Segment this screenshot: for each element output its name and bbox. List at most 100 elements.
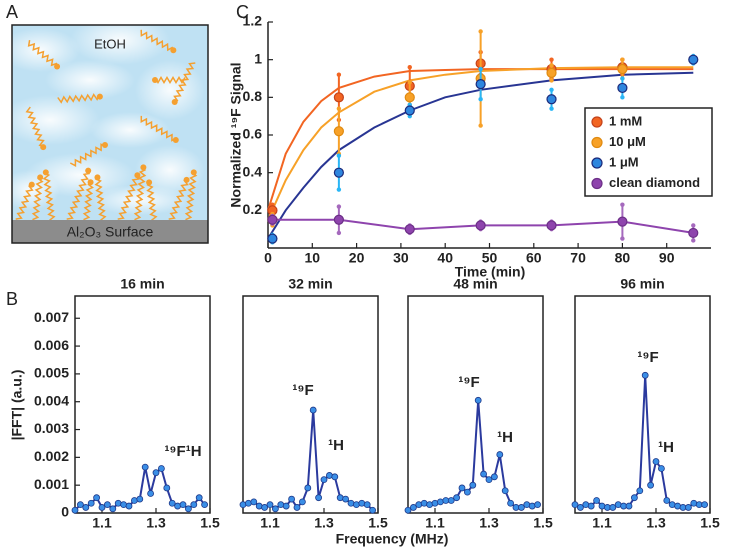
spectrum-point [109,505,117,513]
molecule-chain [15,185,34,220]
legend-label: 10 μM [609,134,646,149]
error-cap [620,236,625,241]
spectrum-point [163,484,171,492]
x-tick-label: 90 [659,250,675,266]
molecule-chain [66,172,90,220]
spectrum-point [342,495,350,503]
spectrum-point [609,504,617,511]
spectrum-point [98,504,106,511]
fit-curve [267,71,694,240]
spectrum-point [409,504,417,511]
plot-frame [74,295,211,514]
spectrum-point [501,487,509,495]
molecule-head [190,169,197,176]
spectrum-point [593,497,600,504]
legend-marker [591,136,603,149]
error-cap [620,95,625,100]
spectrum-point [331,473,339,481]
error-cap [620,57,625,62]
spectrum-point [304,484,312,492]
error-cap [691,223,696,228]
error-cap [549,106,554,111]
molecule-chain [140,115,178,142]
molecule-head [172,136,179,143]
x-tick-label: 1.3 [146,515,166,531]
x-tick-label: 1.3 [646,515,666,531]
error-cap [620,76,625,81]
error-cap [478,123,483,128]
spectrum-point [647,481,654,489]
x-tick-label: 20 [349,250,365,266]
peak-annotation: ¹⁹F [637,349,658,366]
molecule-head [94,174,101,181]
x-tick-label: 1.1 [260,515,280,531]
molecule-head [54,63,61,70]
spectrum-point [701,501,708,509]
y-tick-label: 1 [254,50,262,66]
legend-marker [591,177,603,190]
error-cap [336,230,342,236]
spectrum-point [480,470,488,478]
x-tick-label: 1.5 [533,515,553,531]
spectrum-point [125,502,133,510]
water-swirl [45,60,135,100]
spectrum-point [458,484,466,492]
panel-label: A [6,2,18,22]
molecule-chain [173,62,196,102]
data-point [688,54,699,65]
peak-annotation: ¹H [497,429,513,446]
spectrum-point [363,501,371,509]
data-point [546,94,557,105]
error-cap [407,80,412,85]
x-tick-label: 1.5 [368,515,388,531]
surface-label: Al₂O₃ Surface [67,224,154,240]
spectrum-point [293,504,301,511]
molecule-head [96,93,103,100]
molecule-chain [133,169,147,221]
error-cap [336,153,342,158]
spectrum-point [168,499,176,507]
molecule-chain [184,171,198,221]
molecule-chain [117,173,140,220]
error-cap [407,65,412,70]
spectrum-point [250,498,258,506]
data-point [333,167,344,178]
legend-marker [591,116,603,128]
molecule-chain [31,177,44,221]
data-point [333,126,344,137]
data-point [688,227,699,239]
molecule-chain [146,183,158,221]
x-tick-label: 1.5 [200,515,220,531]
molecule-chain [94,178,107,221]
x-axis-label: Frequency (MHz) [336,531,449,547]
molecule-head [183,176,190,183]
x-tick-label: 1.1 [425,515,445,531]
spectrum-point [195,494,203,502]
spectrum-point [93,494,100,502]
peak-annotation: ¹⁹F [292,382,313,399]
spectrum-point [447,497,455,504]
data-point [404,224,415,235]
error-cap [549,87,554,93]
molecule-head [140,164,147,171]
y-axis-label: Normalized ¹⁹F Signal [228,62,244,207]
spectrum-point [453,494,461,502]
molecule-head [28,181,35,188]
error-cap [549,78,554,83]
panel-label: C [236,2,249,22]
data-point [475,79,486,90]
data-point [617,63,628,75]
plot-frame [574,295,711,514]
x-tick-label: 50 [482,250,498,266]
spectrum-point [104,501,111,509]
data-point [404,92,415,103]
water-swirl [135,60,205,120]
spectrum-point [201,501,209,509]
peak-annotation: ¹⁹F¹H [164,443,201,460]
y-tick-label: 0.005 [34,365,69,381]
x-tick-label: 1.3 [314,515,334,531]
molecule-head [152,77,158,83]
error-cap [691,238,696,243]
spectrum-point [577,504,584,511]
